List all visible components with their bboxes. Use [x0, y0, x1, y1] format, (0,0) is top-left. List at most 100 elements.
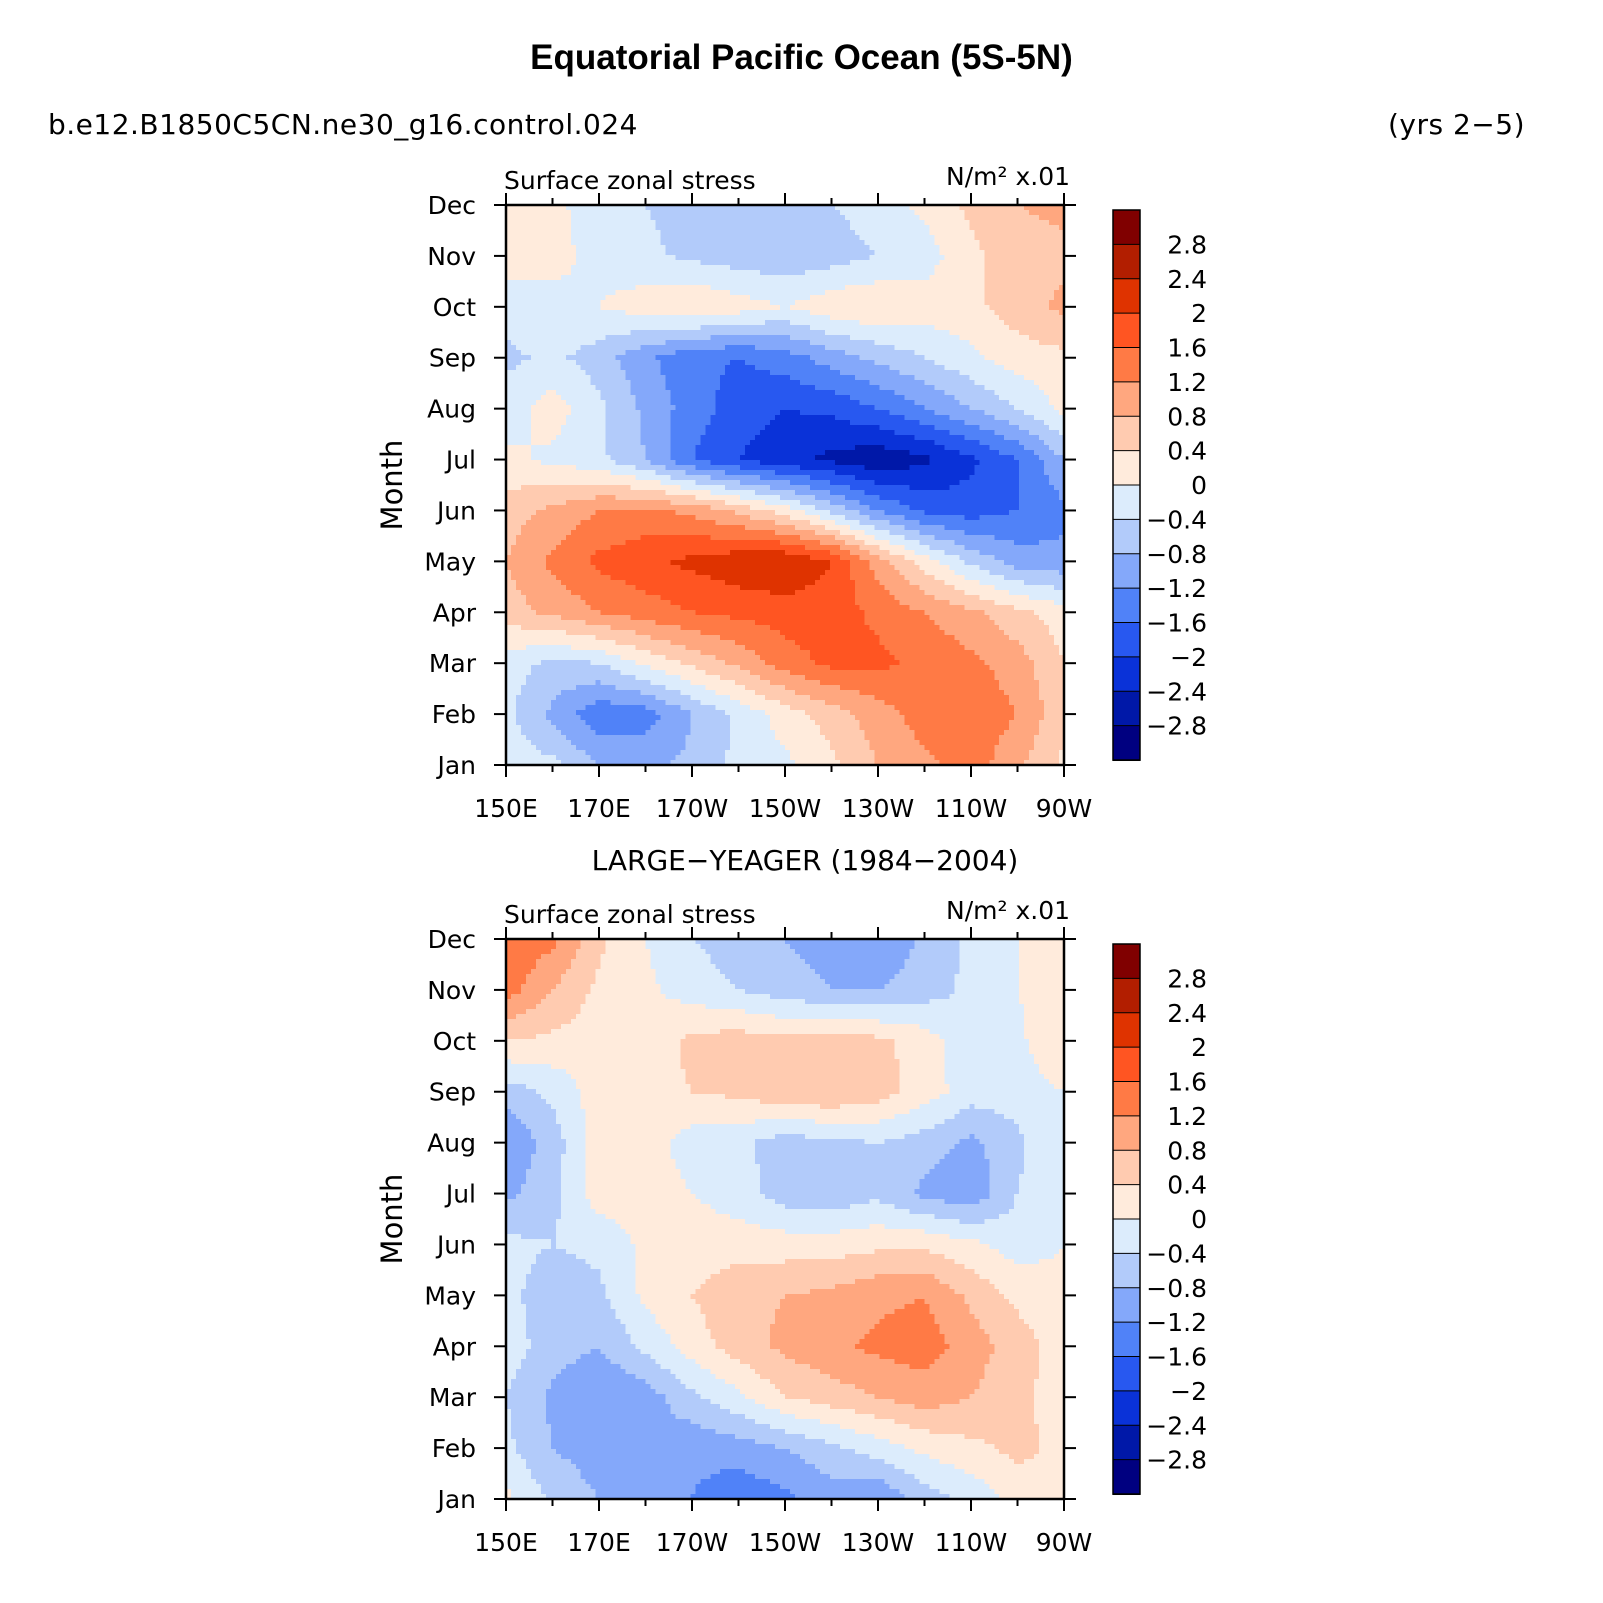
contour-cell [750, 355, 756, 361]
contour-cell [830, 385, 836, 391]
contour-cell [531, 370, 537, 376]
contour-cell [860, 275, 866, 281]
contour-cell [805, 325, 811, 331]
contour-cell [531, 325, 537, 331]
contour-cell [974, 375, 980, 381]
contour-cell [591, 390, 597, 396]
contour-cell [646, 335, 652, 341]
contour-cell [715, 210, 721, 216]
contour-cell [860, 335, 866, 341]
contour-cell [561, 395, 567, 401]
contour-cell [775, 215, 781, 221]
contour-cell [680, 210, 686, 216]
contour-cell [1014, 250, 1020, 256]
contour-cell [695, 285, 701, 291]
contour-cell [546, 330, 552, 336]
contour-cell [984, 235, 990, 241]
contour-cell [690, 320, 696, 326]
contour-cell [885, 420, 891, 426]
contour-cell [939, 225, 945, 231]
contour-cell [655, 235, 661, 241]
contour-cell [934, 215, 940, 221]
contour-cell [974, 250, 980, 256]
contour-cell [939, 400, 945, 406]
contour-cell [566, 410, 572, 416]
contour-cell [815, 275, 821, 281]
contour-cell [765, 340, 771, 346]
contour-cell [999, 230, 1005, 236]
contour-cell [825, 325, 831, 331]
contour-cell [860, 295, 866, 301]
contour-cell [596, 255, 602, 261]
contour-cell [810, 360, 816, 366]
contour-cell [964, 255, 970, 261]
contour-cell [785, 310, 791, 316]
contour-cell [596, 245, 602, 251]
contour-cell [905, 220, 911, 226]
contour-cell [825, 265, 831, 271]
contour-cell [925, 360, 931, 366]
contour-cell [885, 370, 891, 376]
contour-cell [845, 370, 851, 376]
contour-cell [1049, 360, 1055, 366]
contour-cell [880, 315, 886, 321]
contour-cell [526, 280, 532, 286]
contour-cell [551, 255, 557, 261]
contour-cell [571, 220, 577, 226]
contour-cell [556, 265, 562, 271]
contour-cell [685, 230, 691, 236]
contour-cell [636, 210, 642, 216]
contour-cell [865, 345, 871, 351]
contour-cell [920, 245, 926, 251]
contour-cell [880, 215, 886, 221]
contour-cell [660, 425, 666, 431]
contour-cell [989, 305, 995, 311]
contour-cell [735, 340, 741, 346]
contour-cell [949, 375, 955, 381]
contour-cell [606, 250, 612, 256]
contour-cell [576, 355, 582, 361]
contour-cell [745, 300, 751, 306]
contour-cell [820, 305, 826, 311]
contour-cell [900, 320, 906, 326]
contour-cell [850, 365, 856, 371]
contour-cell [929, 305, 935, 311]
contour-cell [521, 275, 527, 281]
contour-cell [591, 260, 597, 266]
contour-cell [616, 340, 622, 346]
contour-cell [994, 225, 1000, 231]
contour-cell [870, 325, 876, 331]
contour-cell [775, 220, 781, 226]
contour-cell [516, 305, 522, 311]
contour-cell [730, 290, 736, 296]
contour-cell [765, 395, 771, 401]
contour-cell [626, 275, 632, 281]
contour-cell [770, 215, 776, 221]
contour-cell [800, 415, 806, 421]
contour-cell [591, 210, 597, 216]
contour-cell [880, 370, 886, 376]
contour-cell [845, 235, 851, 241]
contour-cell [1004, 300, 1010, 306]
contour-cell [785, 340, 791, 346]
contour-cell [581, 270, 587, 276]
contour-cell [795, 250, 801, 256]
contour-cell [526, 215, 532, 221]
contour-cell [900, 225, 906, 231]
contour-cell [551, 385, 557, 391]
contour-cell [641, 215, 647, 221]
contour-cell [526, 370, 532, 376]
contour-cell [695, 280, 701, 286]
contour-cell [531, 215, 537, 221]
contour-cell [1014, 215, 1020, 221]
contour-cell [830, 300, 836, 306]
contour-cell [989, 315, 995, 321]
contour-cell [780, 240, 786, 246]
contour-cell [730, 230, 736, 236]
contour-cell [880, 405, 886, 411]
contour-cell [929, 240, 935, 246]
contour-cell [616, 210, 622, 216]
contour-cell [705, 420, 711, 426]
contour-cell [631, 320, 637, 326]
